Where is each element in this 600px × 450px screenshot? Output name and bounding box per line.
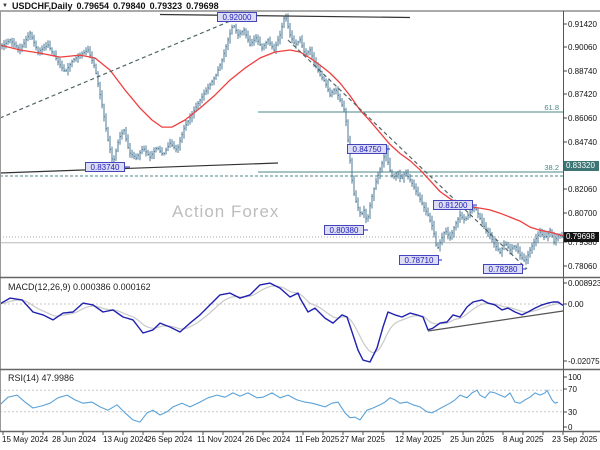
time-axis-date[interactable]: 12 May 2025: [395, 435, 442, 444]
time-axis-date[interactable]: 26 Sep 2024: [147, 435, 193, 444]
time-axis-date[interactable]: 28 Jun 2024: [52, 435, 97, 444]
rsi-name: RSI(14): [8, 373, 40, 383]
fib-382-label: 38.2: [544, 163, 559, 172]
fib-618-label: 61.8: [544, 103, 559, 112]
macd-value-signal: 0.000162: [113, 282, 151, 292]
macd-main-line: [0, 282, 564, 363]
price-axis-value[interactable]: 0.82060: [568, 185, 597, 194]
quote-close: 0.79698: [186, 0, 219, 11]
macd-name: MACD(12,26,9): [8, 282, 71, 292]
rsi-panel-label: RSI(14) 47.9986: [8, 373, 74, 383]
level-price-tag: 0.83320: [564, 161, 599, 171]
price-annotation-084750[interactable]: 0.84750: [347, 144, 387, 154]
quote-high: 0.79840: [113, 0, 146, 11]
time-axis-date[interactable]: 8 Aug 2025: [503, 435, 544, 444]
watermark: Action Forex: [172, 202, 280, 221]
price-axis-value[interactable]: 0.87420: [568, 90, 597, 99]
rising-trendline[interactable]: [0, 162, 279, 174]
time-axis-date[interactable]: 11 Nov 2024: [197, 435, 242, 444]
price-annotation-083740[interactable]: 0.83740: [85, 162, 125, 172]
macd-axis-value[interactable]: -0.020759: [568, 357, 600, 366]
moving-average-line: [0, 44, 564, 237]
time-axis-date[interactable]: 23 Sep 2025: [552, 435, 598, 444]
price-annotation-078280[interactable]: 0.78280: [483, 264, 523, 274]
price-bars: [1, 13, 563, 265]
symbol-dropdown-icon[interactable]: ▼: [2, 2, 8, 9]
time-axis-date[interactable]: 11 Feb 2025: [295, 435, 340, 444]
chart-title-bar: ▼ USDCHF,Daily 0.79654 0.79840 0.79323 0…: [2, 0, 219, 11]
macd-value-main: 0.000386: [73, 282, 111, 292]
time-axis-date[interactable]: 26 Dec 2024: [245, 435, 291, 444]
price-axis-value[interactable]: 0.78060: [568, 262, 597, 271]
price-axis-value[interactable]: 0.84740: [568, 138, 597, 147]
price-annotation-078710[interactable]: 0.78710: [399, 255, 439, 265]
rsi-line: [0, 389, 559, 423]
macd-axis-value[interactable]: 0.00: [568, 300, 584, 309]
price-axis-value[interactable]: 0.90060: [568, 43, 597, 52]
price-axis-value[interactable]: 0.86060: [568, 114, 597, 123]
rsi-axis-value[interactable]: 70: [568, 385, 577, 394]
rsi-axis-value[interactable]: 30: [568, 408, 577, 417]
quote-open: 0.79654: [76, 0, 110, 11]
price-axis-value[interactable]: 0.88740: [568, 67, 597, 76]
current-price-tag: 0.79698: [564, 232, 599, 242]
rsi-axis-value[interactable]: 100: [568, 373, 582, 382]
price-annotation-080380[interactable]: 0.80380: [324, 225, 364, 235]
ascending-dashed-trendline[interactable]: [0, 18, 236, 119]
price-axis-value[interactable]: 0.80700: [568, 209, 597, 218]
time-axis-date[interactable]: 27 Mar 2025: [340, 435, 385, 444]
macd-panel-label: MACD(12,26,9) 0.000386 0.000162: [8, 282, 151, 292]
price-axis-value[interactable]: 0.91420: [568, 20, 597, 29]
macd-signal-line: [0, 285, 562, 354]
price-axis-value[interactable]: 0.79380: [568, 238, 597, 247]
quote-low: 0.79323: [149, 0, 183, 11]
macd-axis-value[interactable]: 0.008923: [568, 279, 600, 288]
descending-dashed-trendline[interactable]: [287, 39, 528, 270]
price-annotation-081200[interactable]: 0.81200: [433, 200, 473, 210]
rsi-value: 47.9986: [41, 373, 75, 383]
time-axis-date[interactable]: 15 May 2024: [2, 435, 49, 444]
time-axis-date[interactable]: 25 Jun 2025: [450, 435, 495, 444]
resistance-line-092[interactable]: [159, 13, 411, 19]
macd-trendline[interactable]: [427, 310, 564, 332]
time-axis-date[interactable]: 13 Aug 2024: [103, 435, 148, 444]
rsi-axis-value[interactable]: 0: [568, 423, 573, 432]
price-annotation-092000[interactable]: 0.92000: [217, 12, 257, 22]
symbol-timeframe-label: USDCHF,Daily: [11, 0, 73, 11]
